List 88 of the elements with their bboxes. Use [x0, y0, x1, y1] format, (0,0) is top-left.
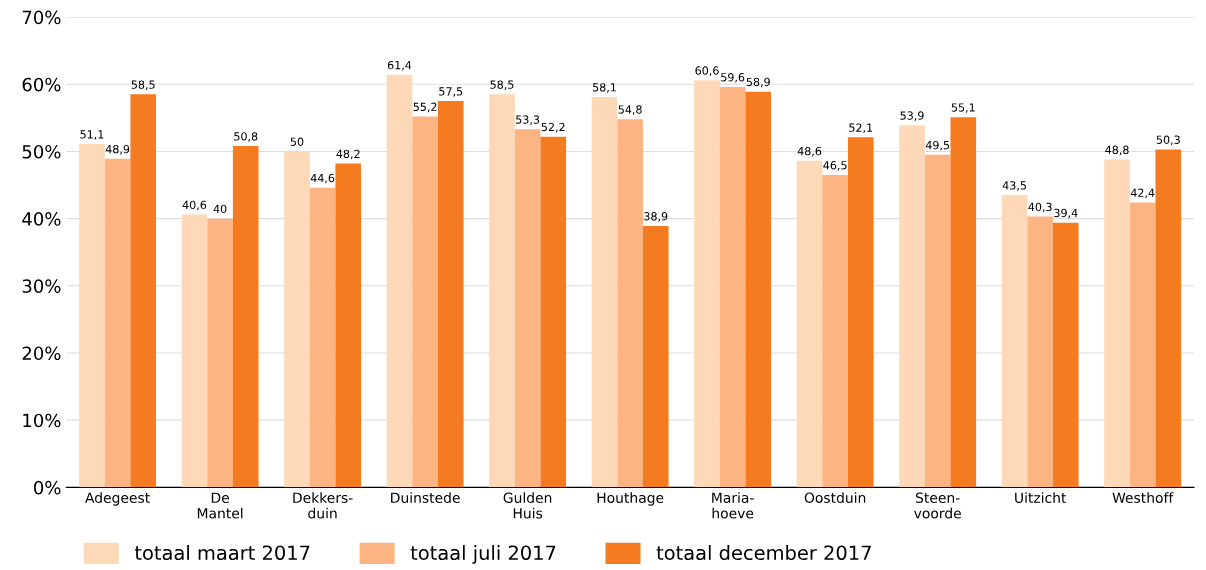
data-label: 58,1 — [593, 83, 616, 93]
data-label: 48,8 — [1105, 145, 1129, 156]
bar — [1001, 195, 1028, 488]
x-tick-label: Adegeest — [85, 492, 150, 506]
bar — [591, 97, 618, 488]
bar — [1104, 159, 1130, 488]
data-label: 61,4 — [387, 60, 412, 71]
data-label: 39,4 — [1054, 208, 1078, 219]
x-tick-label: Gulden Huis — [503, 492, 552, 519]
data-label: 54,8 — [618, 105, 642, 115]
bar — [104, 158, 131, 488]
data-label: 58,5 — [131, 80, 155, 90]
bar — [437, 101, 464, 488]
data-label: 60,6 — [695, 66, 719, 76]
data-label: 58,9 — [746, 77, 770, 88]
data-label: 52,2 — [541, 122, 565, 133]
bar — [386, 74, 413, 488]
data-label: 50,8 — [234, 132, 258, 142]
bar — [514, 129, 541, 488]
bar — [1129, 202, 1156, 488]
bar — [232, 146, 259, 488]
legend-label: totaal december 2017 — [656, 545, 871, 561]
data-label: 42,4 — [1130, 188, 1155, 199]
data-label: 48,2 — [336, 149, 360, 160]
bar — [335, 163, 362, 488]
bar — [617, 119, 643, 488]
bar — [1155, 149, 1182, 488]
bar — [540, 136, 567, 488]
x-tick-label: De Mantel — [197, 492, 243, 519]
data-label: 52,1 — [849, 123, 873, 133]
data-label: 51,1 — [80, 130, 104, 140]
data-label: 55,1 — [951, 103, 975, 113]
x-tick-label: Uitzicht — [1015, 492, 1067, 503]
bar — [130, 94, 157, 488]
x-tick-label: Dekkers- duin — [293, 492, 353, 519]
bar — [924, 154, 951, 488]
bar — [745, 91, 772, 488]
data-label: 50,3 — [1156, 135, 1180, 146]
y-tick-label: 30% — [22, 279, 61, 293]
bar — [847, 137, 874, 488]
data-label: 43,5 — [1002, 181, 1026, 191]
data-label: 58,5 — [490, 80, 514, 90]
x-tick-label: Duinstede — [391, 492, 460, 503]
bar — [1052, 222, 1079, 488]
bar — [719, 86, 746, 488]
data-label: 48,6 — [797, 146, 822, 157]
data-label: 53,3 — [516, 115, 540, 125]
bar — [950, 117, 977, 488]
bar — [822, 174, 848, 488]
legend-label: totaal maart 2017 — [134, 545, 310, 561]
x-tick-label: Houthage — [597, 492, 664, 506]
bar — [899, 125, 925, 488]
x-tick-label: Westhoff — [1112, 492, 1174, 503]
data-label: 50 — [290, 137, 304, 146]
data-label: 53,9 — [900, 111, 924, 121]
data-label: 48,9 — [105, 144, 130, 155]
y-tick-label: 40% — [22, 212, 61, 226]
bar — [694, 80, 720, 488]
y-tick-label: 60% — [22, 77, 61, 92]
y-tick-label: 20% — [22, 346, 61, 361]
y-tick-label: 10% — [23, 413, 61, 428]
data-label: 40,3 — [1028, 202, 1052, 213]
data-label: 59,6 — [721, 73, 745, 83]
data-label: 55,2 — [413, 102, 437, 113]
data-label: 44,6 — [310, 173, 335, 184]
x-tick-label: Oostduin — [804, 492, 866, 503]
y-tick-label: 0% — [34, 480, 61, 495]
bar — [309, 187, 336, 488]
x-tick-label: Maria- hoeve — [712, 492, 754, 519]
bar — [207, 218, 233, 488]
y-tick-label: 50% — [22, 144, 61, 159]
bar — [489, 94, 515, 488]
bar — [796, 160, 823, 488]
bar — [284, 151, 310, 488]
data-label: 57,5 — [439, 87, 463, 97]
y-tick-label: 70% — [22, 10, 61, 25]
data-label: 40,6 — [182, 200, 207, 211]
x-tick-label: Steen- voorde — [914, 492, 961, 519]
legend-label: totaal juli 2017 — [410, 545, 556, 564]
bar — [1027, 216, 1053, 488]
data-label: 49,5 — [925, 140, 950, 151]
bar — [642, 226, 669, 488]
bar — [412, 116, 438, 488]
bar — [79, 144, 105, 488]
data-label: 38,9 — [644, 212, 668, 222]
data-label: 46,5 — [823, 161, 847, 171]
data-label: 40 — [213, 204, 227, 214]
bar — [181, 214, 208, 488]
